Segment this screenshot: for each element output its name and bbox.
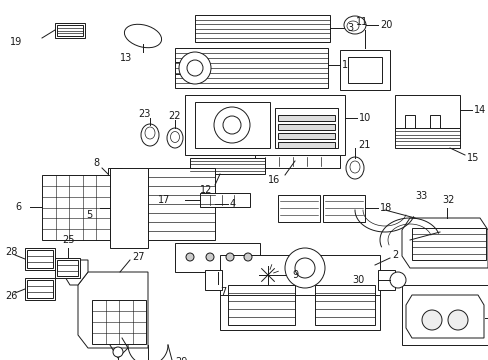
Bar: [278, 142, 334, 148]
Bar: [278, 124, 334, 130]
Bar: [57, 260, 78, 276]
Text: 15: 15: [466, 153, 478, 163]
Bar: [347, 57, 381, 83]
Text: 7: 7: [220, 287, 226, 297]
Circle shape: [225, 253, 234, 261]
Bar: [278, 115, 334, 121]
Text: 3: 3: [346, 23, 352, 33]
Text: 21: 21: [357, 140, 369, 150]
Bar: [175, 243, 260, 272]
Ellipse shape: [145, 127, 155, 139]
Bar: [92, 300, 146, 344]
Bar: [57, 25, 83, 36]
Text: 18: 18: [379, 203, 391, 213]
Polygon shape: [25, 278, 55, 300]
Text: 25: 25: [62, 235, 74, 245]
Ellipse shape: [346, 21, 358, 31]
Text: 32: 32: [441, 195, 453, 205]
Ellipse shape: [170, 131, 179, 143]
Bar: [184, 95, 345, 155]
Polygon shape: [405, 295, 483, 338]
Bar: [27, 250, 53, 268]
Circle shape: [421, 310, 441, 330]
Text: 11: 11: [355, 17, 367, 27]
Bar: [204, 270, 222, 290]
Bar: [411, 228, 485, 260]
Text: 4: 4: [229, 199, 236, 209]
Text: 19: 19: [10, 37, 22, 47]
Bar: [394, 128, 459, 148]
Polygon shape: [62, 260, 88, 285]
Bar: [195, 15, 329, 42]
Ellipse shape: [124, 24, 161, 48]
Ellipse shape: [349, 161, 359, 173]
Circle shape: [447, 310, 467, 330]
Circle shape: [294, 258, 314, 278]
Bar: [274, 108, 337, 148]
Polygon shape: [401, 285, 487, 345]
Bar: [278, 195, 319, 222]
Bar: [254, 155, 339, 168]
Text: 33: 33: [414, 191, 427, 201]
Bar: [175, 62, 184, 74]
Text: 13: 13: [120, 53, 132, 63]
Bar: [55, 23, 85, 38]
Text: 29: 29: [175, 357, 187, 360]
Bar: [377, 270, 394, 290]
Circle shape: [186, 60, 203, 76]
Bar: [148, 168, 215, 240]
Ellipse shape: [343, 16, 365, 34]
Circle shape: [389, 272, 405, 288]
Bar: [190, 158, 264, 174]
Bar: [278, 133, 334, 139]
Circle shape: [113, 347, 123, 357]
Bar: [314, 285, 374, 325]
Polygon shape: [78, 272, 148, 348]
Text: 31: 31: [486, 325, 488, 335]
Text: 1: 1: [341, 60, 347, 70]
Text: 8: 8: [93, 158, 99, 168]
Text: 28: 28: [5, 247, 18, 257]
Ellipse shape: [346, 157, 363, 179]
Text: 6: 6: [16, 202, 22, 212]
Bar: [339, 50, 389, 90]
Text: 10: 10: [358, 113, 370, 123]
Polygon shape: [401, 218, 487, 268]
Text: 17: 17: [157, 195, 170, 205]
Circle shape: [285, 248, 325, 288]
Bar: [42, 175, 110, 240]
Text: 14: 14: [473, 105, 485, 115]
Text: 16: 16: [267, 175, 280, 185]
Text: 27: 27: [132, 252, 144, 262]
Polygon shape: [394, 95, 459, 128]
Polygon shape: [25, 248, 55, 270]
Bar: [110, 168, 148, 248]
Circle shape: [223, 116, 241, 134]
Polygon shape: [220, 255, 379, 330]
Polygon shape: [55, 258, 80, 278]
Text: 12: 12: [200, 185, 212, 195]
Ellipse shape: [167, 128, 183, 148]
Text: 30: 30: [352, 275, 364, 285]
Text: 2: 2: [391, 250, 397, 260]
Bar: [195, 102, 269, 148]
Ellipse shape: [141, 124, 159, 146]
Bar: [227, 285, 294, 325]
Bar: [108, 168, 122, 180]
Bar: [175, 48, 327, 88]
Circle shape: [205, 253, 214, 261]
Circle shape: [185, 253, 194, 261]
Circle shape: [179, 52, 210, 84]
Text: 5: 5: [85, 210, 92, 220]
Circle shape: [244, 253, 251, 261]
Text: 23: 23: [138, 109, 150, 119]
Circle shape: [214, 107, 249, 143]
Text: 20: 20: [379, 20, 391, 30]
Text: 26: 26: [5, 291, 18, 301]
Bar: [323, 195, 364, 222]
Text: 22: 22: [168, 111, 180, 121]
Text: 9: 9: [291, 270, 298, 280]
Bar: [27, 280, 53, 298]
Bar: [200, 193, 249, 207]
